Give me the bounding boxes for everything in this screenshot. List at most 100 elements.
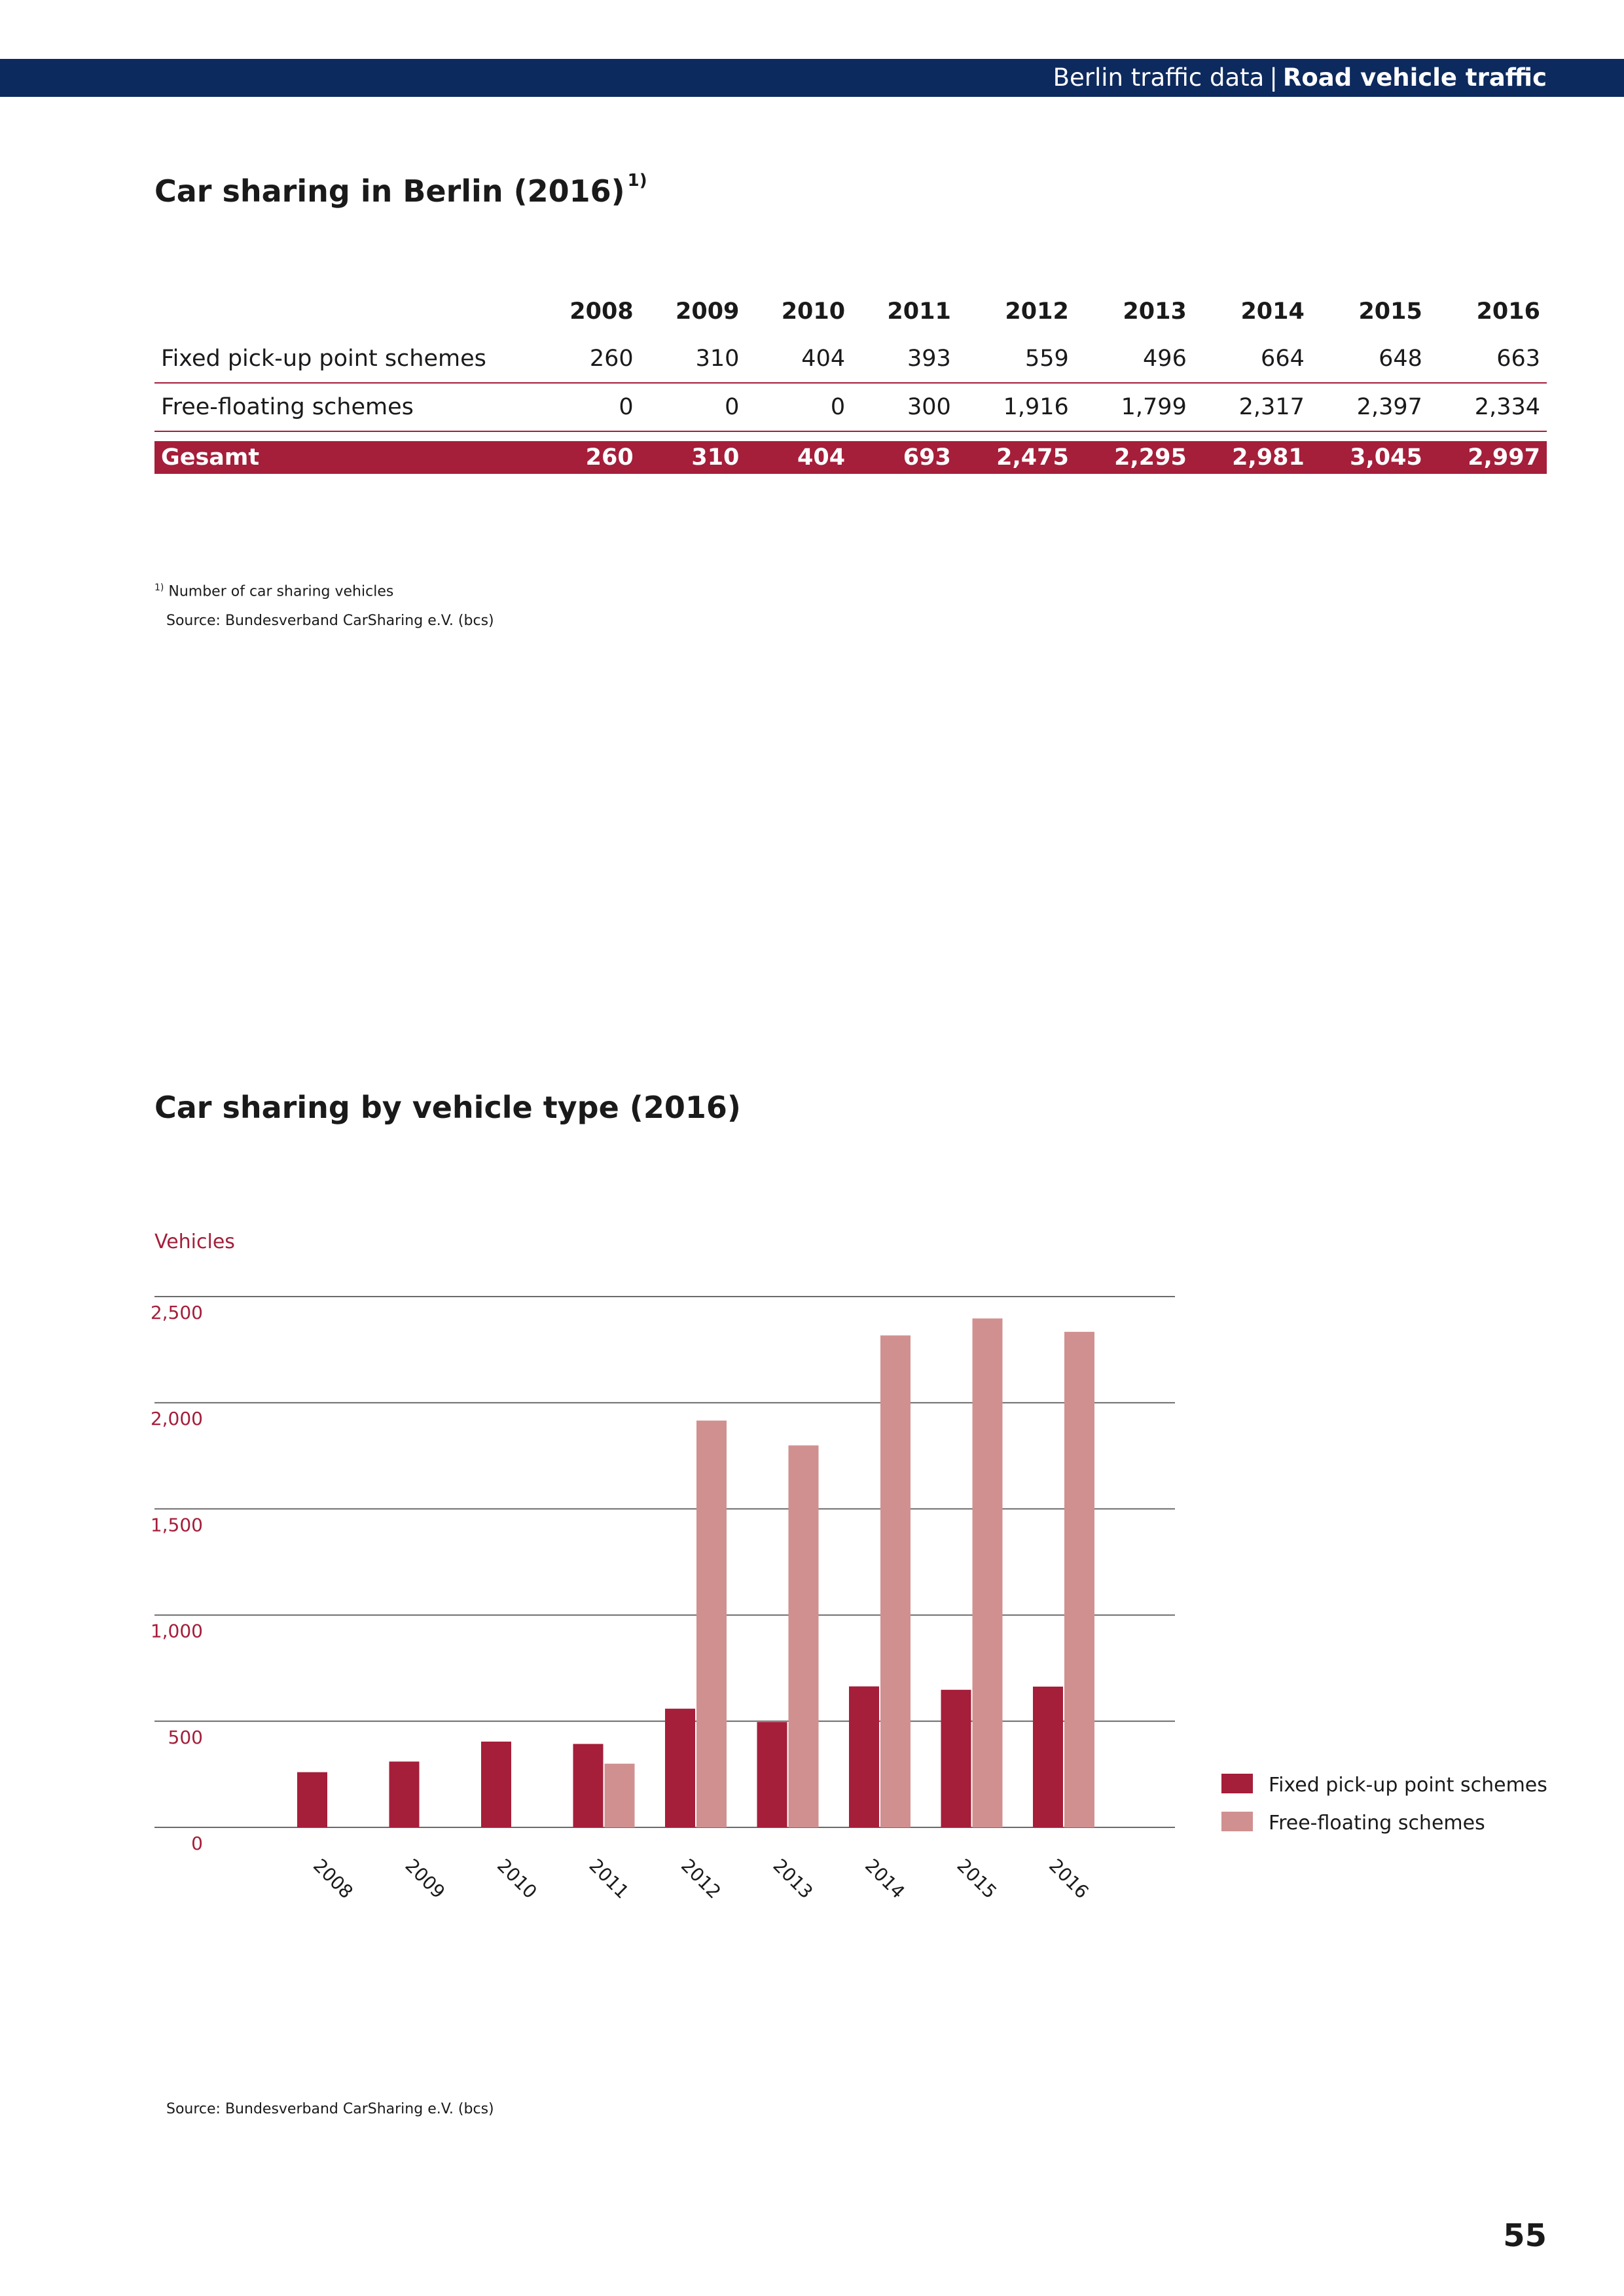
total-cell: 404 (746, 441, 852, 474)
x-tick-label: 2013 (769, 1855, 818, 1903)
table-cell: 663 (1428, 335, 1547, 384)
table-source: Source: Bundesverband CarSharing e.V. (b… (166, 613, 494, 629)
legend-swatch (1221, 1774, 1253, 1793)
table-cell: 2,334 (1428, 383, 1547, 432)
table-title-text: Car sharing in Berlin (2016) (154, 173, 625, 209)
table-cell: 648 (1310, 335, 1429, 384)
x-tick-label: 2014 (861, 1855, 909, 1903)
table-cell: 0 (746, 383, 852, 432)
table-row-free-floating: Free-floating schemes 0 0 0 300 1,916 1,… (154, 383, 1547, 432)
total-cell: 260 (534, 441, 640, 474)
bar-fixed-2014 (849, 1686, 879, 1827)
running-header: Berlin traffic data | Road vehicle traffic (1053, 59, 1547, 97)
bar-free-floating-2015 (972, 1318, 1003, 1827)
gridlines (154, 1296, 1175, 1828)
table-cell: 310 (640, 335, 746, 384)
table-row-total: Gesamt 260 310 404 693 2,475 2,295 2,981… (154, 441, 1547, 474)
col-header-2014: 2014 (1240, 298, 1305, 325)
y-axis-title: Vehicles (154, 1230, 235, 1253)
header-bar: Berlin traffic data | Road vehicle traffic (0, 59, 1624, 97)
table-cell: 2,317 (1193, 383, 1311, 432)
header-section: Berlin traffic data (1053, 63, 1265, 92)
col-header-2015: 2015 (1358, 298, 1422, 325)
table-header-row: 2008 2009 2010 2011 2012 2013 2014 2015 … (154, 288, 1547, 335)
y-tick-label: 500 (168, 1727, 203, 1748)
bar-free-floating-2014 (880, 1335, 911, 1827)
table-cell: 559 (957, 335, 1075, 384)
table-cell: 260 (534, 335, 640, 384)
title-footnote-mark: 1) (627, 171, 647, 190)
total-cell: 693 (852, 441, 958, 474)
bar-free-floating-2012 (696, 1420, 727, 1827)
car-sharing-table: 2008 2009 2010 2011 2012 2013 2014 2015 … (154, 288, 1547, 474)
table-cell: 1,799 (1075, 383, 1193, 432)
y-tick-label: 2,500 (151, 1302, 203, 1323)
table-title: Car sharing in Berlin (2016) 1) (154, 171, 647, 209)
legend: Fixed pick-up point schemes Free-floating… (1221, 1774, 1547, 1835)
x-tick-labels: 2008 2009 2010 2011 2012 2013 2014 2015 2016 (309, 1855, 1093, 1903)
bar-fixed-2012 (665, 1708, 695, 1827)
total-cell: 2,997 (1428, 441, 1547, 474)
table-cell: 404 (746, 335, 852, 384)
x-tick-label: 2012 (677, 1855, 725, 1903)
bar-free-floating-2013 (788, 1445, 819, 1827)
y-tick-label: 0 (191, 1833, 203, 1854)
table-row-fixed: Fixed pick-up point schemes 260 310 404 … (154, 335, 1547, 384)
x-tick-label: 2015 (953, 1855, 1001, 1903)
bar-fixed-2013 (757, 1722, 787, 1827)
row-label: Free-floating schemes (154, 383, 534, 432)
x-tick-label: 2016 (1045, 1855, 1093, 1903)
bar-fixed-2010 (481, 1741, 511, 1827)
y-tick-label: 2,000 (151, 1408, 203, 1429)
total-cell: 310 (640, 441, 746, 474)
table-cell: 1,916 (957, 383, 1075, 432)
bar-fixed-2015 (941, 1689, 971, 1827)
col-header-2011: 2011 (887, 298, 951, 325)
table-cell: 496 (1075, 335, 1193, 384)
total-cell: 2,475 (957, 441, 1075, 474)
header-separator: | (1269, 63, 1278, 92)
col-header-2008: 2008 (569, 298, 634, 325)
x-tick-label: 2011 (585, 1855, 634, 1903)
col-header-2010: 2010 (781, 298, 846, 325)
page-number: 55 (1503, 2217, 1547, 2254)
footnote-text: Number of car sharing vehicles (168, 583, 394, 600)
total-label: Gesamt (154, 441, 534, 474)
y-tick-label: 1,000 (151, 1621, 203, 1642)
header-chapter: Road vehicle traffic (1282, 63, 1547, 92)
col-header-2013: 2013 (1123, 298, 1187, 325)
col-header-2016: 2016 (1476, 298, 1540, 325)
x-tick-label: 2008 (309, 1855, 357, 1903)
bar-fixed-2016 (1033, 1686, 1063, 1827)
legend-label: Fixed pick-up point schemes (1269, 1774, 1547, 1797)
bar-free-floating-2011 (604, 1763, 635, 1827)
y-tick-labels: 0 500 1,000 1,500 2,000 2,500 (151, 1302, 203, 1854)
bar-free-floating-2016 (1064, 1331, 1094, 1827)
chart-title: Car sharing by vehicle type (2016) (154, 1090, 741, 1125)
row-label: Fixed pick-up point schemes (154, 335, 534, 384)
table-cell: 0 (640, 383, 746, 432)
total-cell: 2,981 (1193, 441, 1311, 474)
total-cell: 3,045 (1310, 441, 1429, 474)
footnote-mark: 1) (154, 583, 164, 593)
table-cell: 664 (1193, 335, 1311, 384)
bar-fixed-2009 (389, 1761, 420, 1827)
col-header-2012: 2012 (1005, 298, 1069, 325)
total-cell: 2,295 (1075, 441, 1193, 474)
bar-fixed-2008 (297, 1772, 327, 1827)
legend-label: Free-floating schemes (1269, 1812, 1485, 1835)
table-footnote: 1) Number of car sharing vehicles (154, 583, 393, 600)
table-cell: 2,397 (1310, 383, 1429, 432)
x-tick-label: 2009 (401, 1855, 450, 1903)
chart-source: Source: Bundesverband CarSharing e.V. (b… (166, 2101, 494, 2117)
x-tick-label: 2010 (493, 1855, 541, 1903)
col-header-2009: 2009 (675, 298, 740, 325)
y-tick-label: 1,500 (151, 1514, 203, 1535)
bar-fixed-2011 (573, 1744, 604, 1827)
table-cell: 300 (852, 383, 958, 432)
legend-swatch (1221, 1812, 1253, 1831)
bars (297, 1318, 1094, 1827)
table-cell: 0 (534, 383, 640, 432)
table-cell: 393 (852, 335, 958, 384)
